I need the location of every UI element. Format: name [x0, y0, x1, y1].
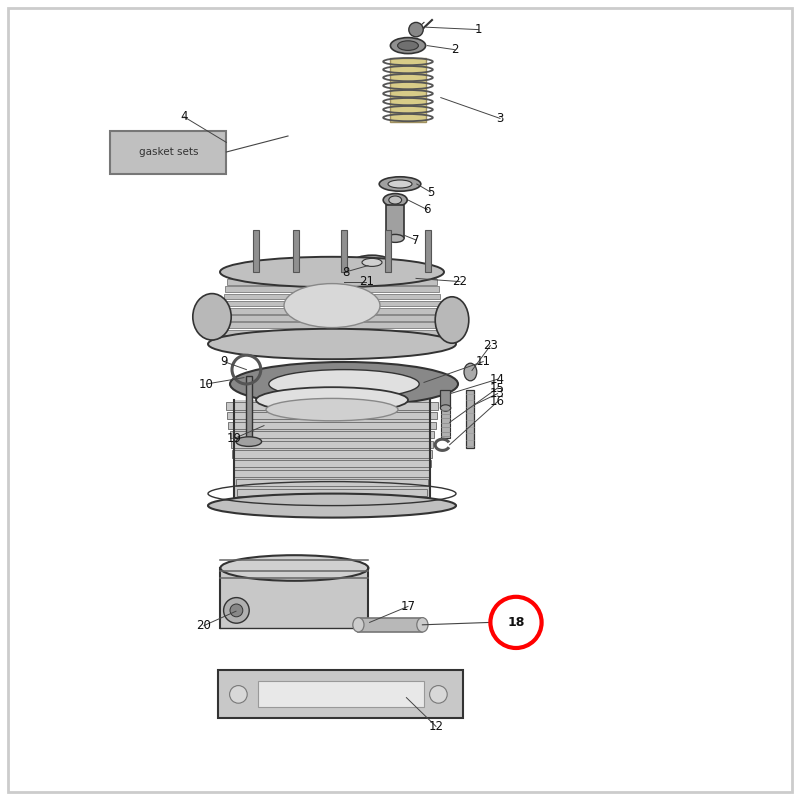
Ellipse shape [269, 370, 419, 398]
Ellipse shape [383, 194, 407, 206]
Text: 17: 17 [401, 600, 415, 613]
Circle shape [223, 598, 250, 623]
Ellipse shape [266, 398, 398, 421]
Bar [341, 230, 347, 272]
Ellipse shape [353, 618, 364, 632]
Bar [253, 230, 259, 272]
Ellipse shape [390, 38, 426, 54]
Text: 5: 5 [426, 186, 434, 198]
Bar [390, 58, 426, 122]
Ellipse shape [230, 362, 458, 406]
Ellipse shape [220, 555, 368, 581]
Circle shape [430, 686, 447, 703]
Text: 3: 3 [496, 112, 504, 125]
Bar [441, 407, 450, 438]
Circle shape [409, 22, 423, 37]
Text: 11: 11 [476, 355, 490, 368]
Bar [217, 322, 446, 328]
Text: gasket sets: gasket sets [139, 147, 198, 157]
Bar [440, 390, 450, 408]
Bar [220, 308, 443, 314]
Ellipse shape [208, 494, 456, 518]
Bar [232, 450, 432, 458]
Bar [229, 422, 436, 429]
Text: 19: 19 [227, 432, 242, 445]
Ellipse shape [441, 405, 451, 411]
FancyBboxPatch shape [258, 681, 424, 707]
Bar [234, 470, 430, 477]
Ellipse shape [389, 196, 402, 204]
Text: 1: 1 [474, 23, 482, 36]
Bar [223, 294, 440, 299]
Text: 12: 12 [429, 720, 443, 733]
Bar [234, 460, 430, 467]
Bar [218, 315, 446, 321]
Bar [110, 131, 226, 174]
Text: 4: 4 [180, 110, 188, 123]
Text: 13: 13 [490, 387, 505, 400]
Ellipse shape [284, 284, 380, 328]
Circle shape [230, 604, 243, 617]
Text: 16: 16 [490, 395, 505, 408]
Bar [222, 301, 442, 306]
Bar [214, 337, 450, 342]
Text: 6: 6 [423, 203, 431, 216]
Text: 14: 14 [490, 373, 505, 386]
Bar [385, 230, 391, 272]
Text: 8: 8 [342, 266, 350, 278]
Bar [386, 205, 404, 238]
Bar [229, 272, 436, 278]
Bar [226, 402, 438, 410]
Ellipse shape [208, 329, 456, 359]
Bar [230, 441, 434, 448]
FancyBboxPatch shape [218, 670, 463, 718]
Text: 23: 23 [483, 339, 498, 352]
Bar [358, 618, 422, 632]
Text: 20: 20 [197, 619, 211, 632]
Text: 10: 10 [199, 378, 214, 390]
Text: 15: 15 [490, 382, 505, 394]
Ellipse shape [256, 387, 408, 413]
Bar [234, 400, 430, 506]
Circle shape [230, 686, 247, 703]
Bar [246, 376, 252, 442]
Text: 9: 9 [220, 355, 228, 368]
Ellipse shape [353, 255, 391, 270]
Bar [237, 489, 427, 496]
Bar [226, 286, 438, 292]
Ellipse shape [220, 257, 444, 287]
Bar [293, 230, 299, 272]
Text: 2: 2 [450, 43, 458, 56]
Ellipse shape [464, 363, 477, 381]
Ellipse shape [193, 294, 231, 340]
Bar [220, 568, 368, 628]
Bar [425, 230, 431, 272]
Ellipse shape [236, 437, 262, 446]
Ellipse shape [435, 297, 469, 343]
Text: 7: 7 [412, 234, 420, 246]
Bar [230, 431, 434, 438]
Text: 22: 22 [453, 275, 467, 288]
Bar [215, 330, 448, 335]
Bar [466, 390, 474, 448]
Ellipse shape [417, 618, 428, 632]
Ellipse shape [379, 177, 421, 191]
Ellipse shape [398, 41, 418, 50]
Bar [235, 479, 429, 486]
Bar [227, 412, 437, 419]
Text: 18: 18 [507, 616, 525, 629]
Bar [227, 279, 437, 285]
Text: 21: 21 [359, 275, 374, 288]
Circle shape [490, 597, 542, 648]
Ellipse shape [388, 180, 412, 188]
Ellipse shape [362, 258, 382, 266]
Ellipse shape [386, 234, 404, 242]
